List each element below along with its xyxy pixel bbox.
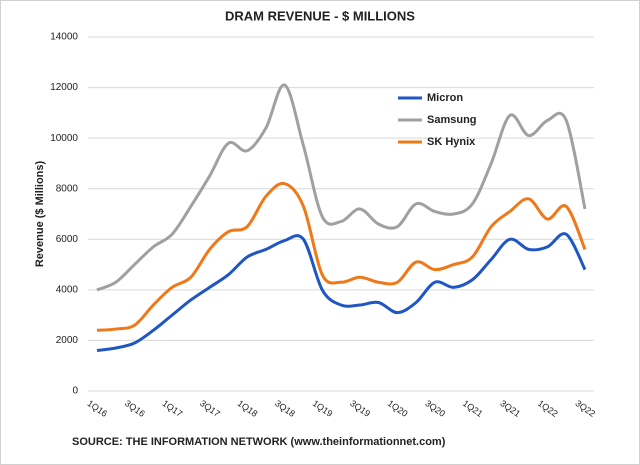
series-line [96, 232, 587, 353]
source: SOURCE: THE INFORMATION NETWORK (www.the… [72, 436, 446, 448]
y-tick-label: 0 [72, 386, 78, 397]
y-tick-label: 6000 [56, 234, 79, 245]
y-tick-label: 8000 [56, 183, 79, 194]
y-tick-label: 14000 [50, 32, 78, 43]
chart-title: DRAM REVENUE - $ MILLIONS [225, 8, 415, 23]
y-tick-label: 4000 [56, 284, 79, 295]
series-line [96, 83, 587, 292]
legend-label: Micron [427, 92, 463, 104]
legend-label: Samsung [427, 114, 477, 126]
y-tick-label: 12000 [50, 82, 78, 93]
legend-label: SK Hynix [427, 136, 476, 148]
y-tick-label: 2000 [56, 335, 79, 346]
y-tick-label: 10000 [50, 133, 78, 144]
y-axis-label: Revenue ($ Millions) [34, 160, 46, 267]
series-line [96, 181, 587, 332]
